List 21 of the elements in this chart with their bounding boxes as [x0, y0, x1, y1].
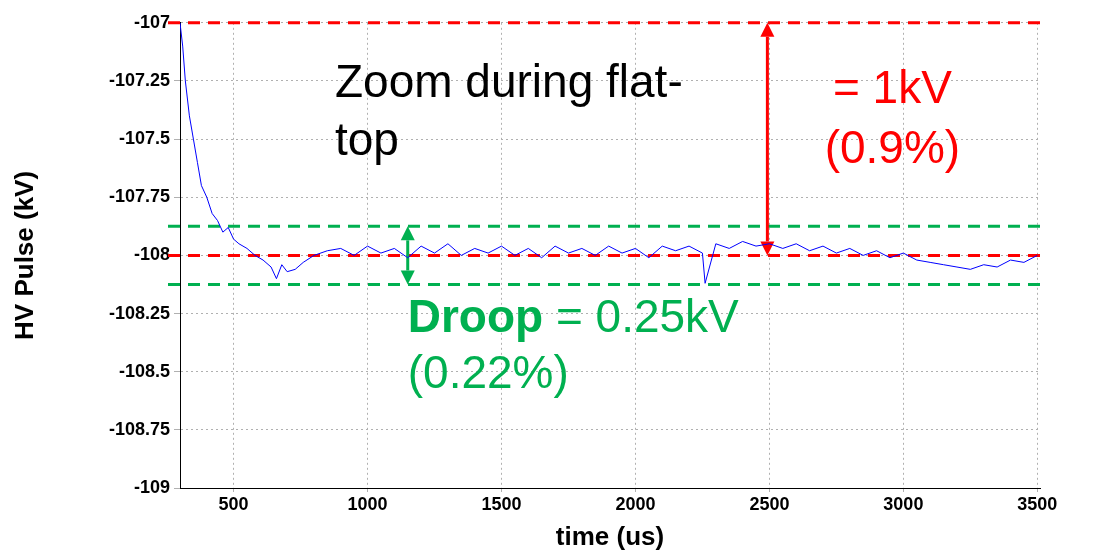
y-tick-label: -109 — [133, 476, 170, 497]
x-tick-label: 1500 — [481, 493, 522, 514]
y-tick-label: -108.25 — [108, 302, 170, 323]
x-tick-label: 3000 — [883, 493, 924, 514]
y-tick-label: -107 — [133, 11, 170, 32]
y-tick-label: -108 — [133, 244, 170, 265]
x-axis-title: time (us) — [555, 520, 665, 551]
x-tick-label: 3500 — [1017, 493, 1058, 514]
y-tick-label: -107.5 — [118, 128, 170, 149]
y-tick-label: -108.75 — [108, 418, 170, 439]
y-tick-label: -108.5 — [118, 360, 170, 381]
annotation: Zoom during flat-top — [335, 54, 683, 165]
y-tick-label: -107.75 — [108, 186, 170, 207]
annotation: = 1kV (0.9%) — [824, 60, 961, 173]
x-tick-label: 2000 — [615, 493, 656, 514]
y-axis-title: HV Pulse (kV) — [8, 170, 39, 340]
annotation: Droop = 0.25kV (0.22%) — [407, 290, 740, 399]
y-tick-label: -107.25 — [108, 69, 170, 90]
x-tick-label: 2500 — [749, 493, 790, 514]
x-tick-label: 500 — [218, 493, 249, 514]
x-tick-label: 1000 — [347, 493, 388, 514]
